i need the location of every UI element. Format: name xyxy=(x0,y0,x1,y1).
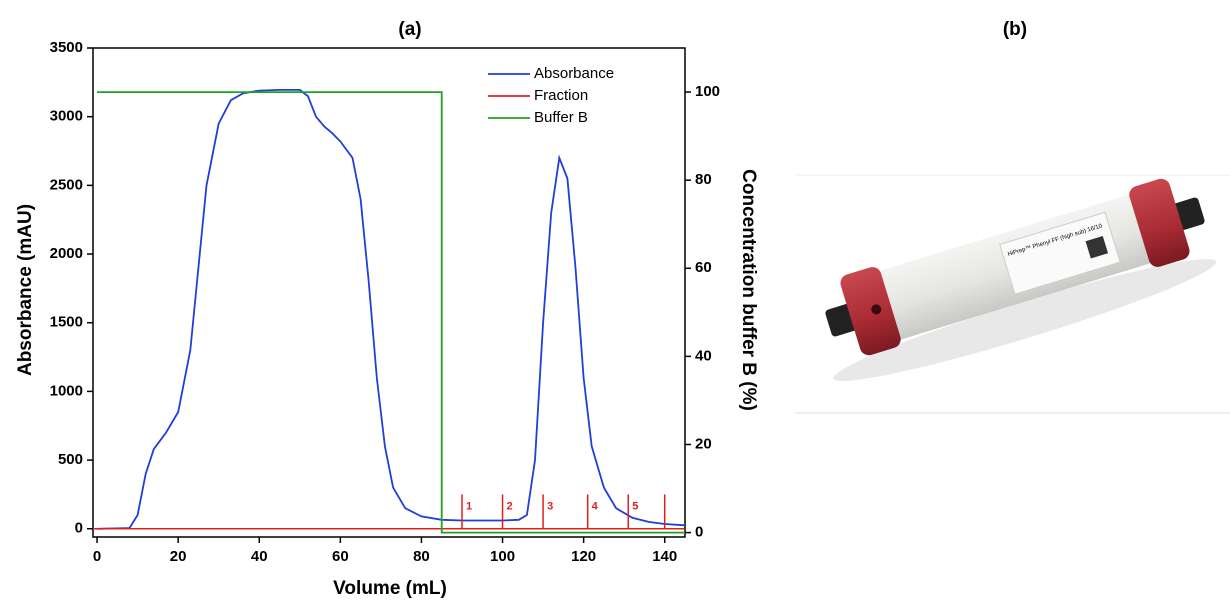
fraction-label: 2 xyxy=(507,501,513,513)
y-tick-label: 1000 xyxy=(50,382,83,399)
x-tick-label: 140 xyxy=(652,548,677,565)
y2-tick-label: 40 xyxy=(695,347,712,364)
legend-label: Buffer B xyxy=(534,109,588,126)
x-tick-label: 20 xyxy=(170,548,187,565)
cap xyxy=(1129,178,1190,267)
fraction-label: 1 xyxy=(466,501,472,513)
barcode xyxy=(1085,235,1109,259)
x-tick-label: 80 xyxy=(413,548,430,565)
screw xyxy=(871,304,882,315)
y2-tick-label: 80 xyxy=(695,171,712,188)
series-line xyxy=(97,91,685,534)
x-tick-label: 100 xyxy=(490,548,515,565)
plot-frame xyxy=(92,47,686,538)
y-axis-title: Absorbance (mAU) xyxy=(15,204,36,376)
shadow xyxy=(833,259,1217,381)
column-photo: HiPrep™ Phenyl FF (high sub) 16/10 xyxy=(795,174,1230,414)
y2-axis-title: Concentration buffer B (%) xyxy=(738,169,759,411)
y-tick-label: 2500 xyxy=(50,176,83,193)
x-tick-label: 120 xyxy=(571,548,596,565)
column: HiPrep™ Phenyl FF (high sub) 16/10 xyxy=(825,178,1205,356)
x-axis-title: Volume (mL) xyxy=(333,578,447,599)
panel-a-title: (a) xyxy=(398,19,421,40)
y-tick-label: 1500 xyxy=(50,314,83,331)
y-tick-label: 3500 xyxy=(50,39,83,56)
legend-label: Absorbance xyxy=(534,65,614,82)
fraction-label: 3 xyxy=(547,501,553,513)
label xyxy=(999,211,1121,295)
cap xyxy=(840,267,901,356)
fraction-label: 5 xyxy=(632,501,638,513)
x-tick-label: 0 xyxy=(93,548,101,565)
x-tick-label: 40 xyxy=(251,548,268,565)
y-tick-label: 3000 xyxy=(50,108,83,125)
y2-tick-label: 20 xyxy=(695,435,712,452)
x-tick-label: 60 xyxy=(332,548,349,565)
y-tick-label: 0 xyxy=(75,520,83,537)
series-line xyxy=(97,89,686,530)
y2-tick-label: 0 xyxy=(695,524,703,541)
y2-tick-label: 100 xyxy=(695,83,720,100)
legend-label: Fraction xyxy=(534,87,588,104)
y-tick-label: 2000 xyxy=(50,245,83,262)
fraction-label: 4 xyxy=(592,501,599,513)
y-tick-label: 500 xyxy=(58,451,83,468)
panel-b-title: (b) xyxy=(1003,19,1027,40)
y2-tick-label: 60 xyxy=(695,259,712,276)
